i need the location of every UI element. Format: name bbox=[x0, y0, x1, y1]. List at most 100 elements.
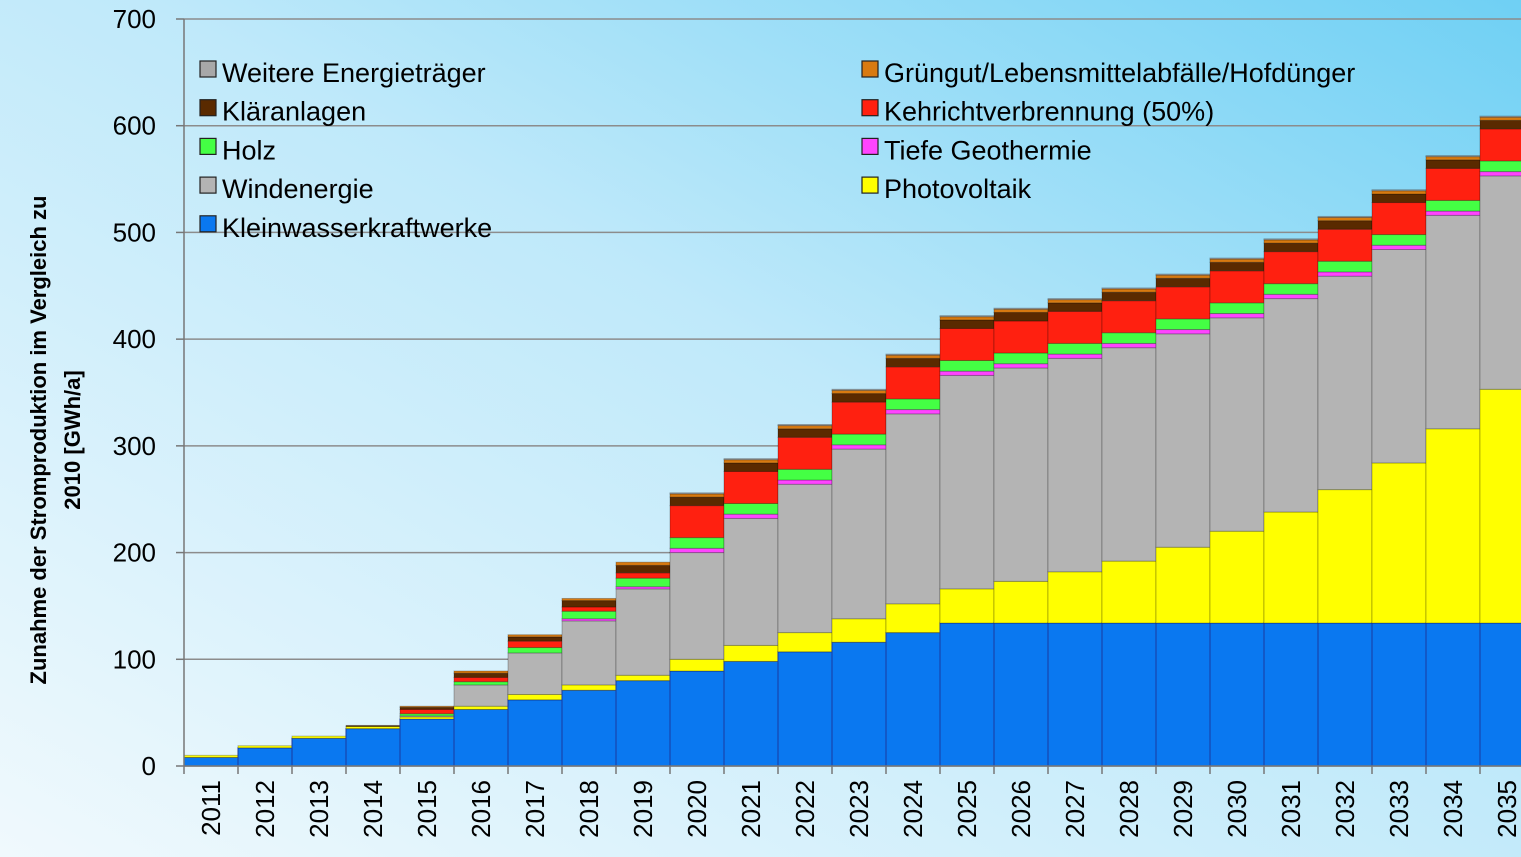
bar-segment bbox=[1263, 251, 1319, 285]
bar-segment bbox=[1047, 622, 1103, 767]
bar-segment bbox=[1263, 293, 1319, 300]
bar-segment bbox=[1209, 302, 1265, 315]
bar-segment bbox=[507, 634, 563, 638]
bar-segment bbox=[939, 622, 995, 767]
x-tick-label: 2034 bbox=[1438, 780, 1468, 838]
bar-segment bbox=[1209, 622, 1265, 767]
bar-segment bbox=[183, 756, 239, 767]
x-tick-label: 2018 bbox=[574, 780, 604, 838]
y-tick-label: 100 bbox=[113, 644, 156, 674]
bar-segment bbox=[1155, 546, 1211, 624]
bar-segment bbox=[1317, 622, 1373, 767]
bar-segment bbox=[399, 705, 455, 708]
bar-segment bbox=[669, 492, 725, 495]
bar-segment bbox=[939, 588, 995, 624]
bar-segment bbox=[1209, 257, 1265, 260]
bar-segment bbox=[507, 647, 563, 654]
bar-segment bbox=[993, 307, 1049, 310]
bar-segment bbox=[1371, 249, 1427, 464]
bar-segment bbox=[453, 672, 509, 678]
bar-segment bbox=[993, 363, 1049, 369]
bar-segment bbox=[939, 374, 995, 590]
x-tick-label: 2028 bbox=[1114, 780, 1144, 838]
bar-segment bbox=[1101, 291, 1157, 302]
bar-segment bbox=[615, 588, 671, 676]
bar-segment bbox=[1371, 462, 1427, 624]
bar-segment bbox=[561, 684, 617, 691]
x-tick-label: 2029 bbox=[1168, 780, 1198, 838]
bar-segment bbox=[507, 652, 563, 696]
legend-label: Weitere Energieträger bbox=[222, 58, 486, 88]
x-tick-label: 2014 bbox=[358, 780, 388, 838]
bar-segment bbox=[993, 320, 1049, 354]
bar-segment bbox=[1371, 622, 1427, 767]
bar-segment bbox=[723, 644, 779, 662]
bar-segment bbox=[1101, 332, 1157, 344]
bar-segment bbox=[1155, 318, 1211, 331]
bar-segment bbox=[615, 680, 671, 767]
bar-segment bbox=[723, 517, 779, 646]
bar-segment bbox=[1155, 273, 1211, 276]
bar-segment bbox=[507, 636, 563, 642]
bar-segment bbox=[777, 483, 833, 634]
y-tick-label: 0 bbox=[142, 751, 156, 781]
bar-segment bbox=[507, 640, 563, 649]
bar-segment bbox=[831, 401, 887, 435]
legend-swatch bbox=[861, 176, 879, 194]
bar-segment bbox=[399, 718, 455, 767]
bar-segment bbox=[885, 632, 941, 767]
x-tick-label: 2019 bbox=[628, 780, 658, 838]
legend-swatch bbox=[861, 60, 879, 78]
x-tick-label: 2017 bbox=[520, 780, 550, 838]
bar-segment bbox=[885, 366, 941, 400]
bar-segment bbox=[993, 352, 1049, 365]
legend-label: Photovoltaik bbox=[884, 174, 1032, 204]
bar-segment bbox=[615, 572, 671, 579]
bar-segment bbox=[723, 458, 779, 461]
bar-segment bbox=[1047, 357, 1103, 573]
bar-segment bbox=[1425, 210, 1481, 216]
bar-segment bbox=[507, 694, 563, 701]
bar-segment bbox=[939, 370, 995, 376]
bar-segment bbox=[1317, 275, 1373, 491]
bar-segment bbox=[1209, 313, 1265, 319]
bar-segment bbox=[291, 737, 347, 767]
bar-segment bbox=[1263, 242, 1319, 253]
bar-segment bbox=[345, 724, 401, 728]
bar-segment bbox=[453, 708, 509, 767]
bar-segment bbox=[1371, 189, 1427, 192]
bar-segment bbox=[615, 561, 671, 566]
bar-segment bbox=[561, 620, 617, 686]
x-tick-label: 2016 bbox=[466, 780, 496, 838]
bar-segment bbox=[561, 610, 617, 620]
bar-segment bbox=[993, 367, 1049, 582]
bar-segment bbox=[399, 708, 455, 715]
bar-segment bbox=[1479, 119, 1521, 130]
x-tick-label: 2023 bbox=[844, 780, 874, 838]
bar-segment bbox=[777, 468, 833, 481]
legend-swatch bbox=[199, 215, 217, 233]
legend-label: Tiefe Geothermie bbox=[884, 135, 1092, 165]
bar-segment bbox=[1263, 622, 1319, 767]
x-tick-label: 2030 bbox=[1222, 780, 1252, 838]
legend-swatch bbox=[199, 176, 217, 194]
bar-segment bbox=[1209, 261, 1265, 272]
bar-segment bbox=[939, 315, 995, 318]
bar-segment bbox=[561, 597, 617, 602]
bar-segment bbox=[831, 393, 887, 403]
bar-segment bbox=[777, 632, 833, 653]
x-tick-label: 2015 bbox=[412, 780, 442, 838]
bar-segment bbox=[669, 537, 725, 549]
legend-swatch bbox=[199, 99, 217, 117]
x-tick-label: 2032 bbox=[1330, 780, 1360, 838]
bar-segment bbox=[1263, 511, 1319, 624]
bar-segment bbox=[453, 676, 509, 683]
y-axis-label: 2010 [GWh/a] bbox=[60, 370, 85, 509]
bar-segment bbox=[453, 670, 509, 674]
legend-swatch bbox=[861, 99, 879, 117]
bar-segment bbox=[993, 622, 1049, 767]
bar-segment bbox=[1371, 193, 1427, 204]
bar-segment bbox=[1101, 560, 1157, 624]
legend-swatch bbox=[199, 60, 217, 78]
